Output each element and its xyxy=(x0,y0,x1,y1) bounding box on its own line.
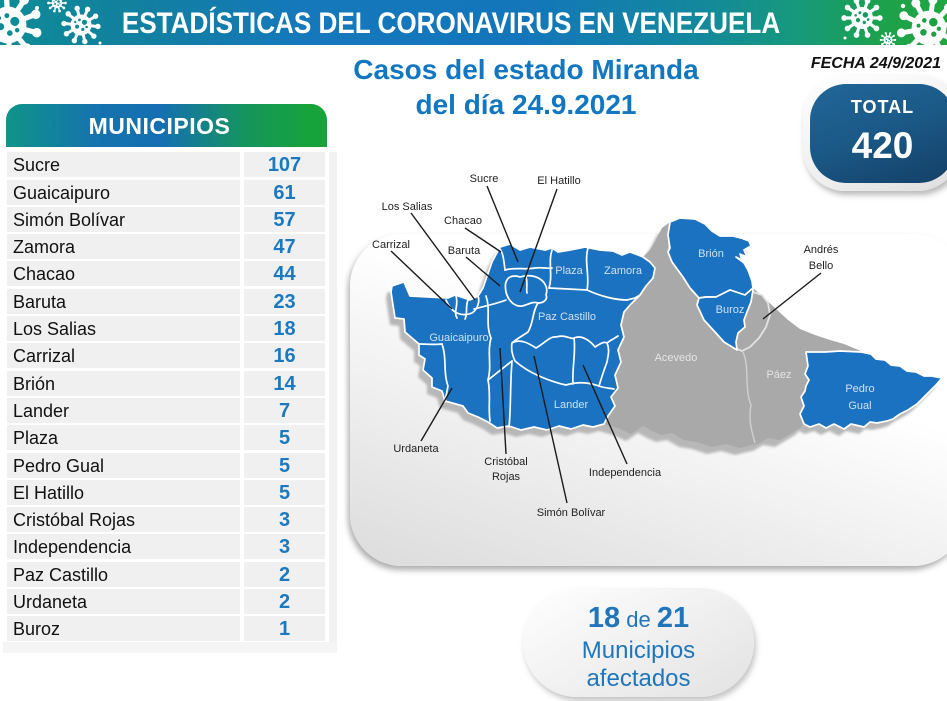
svg-text:Zamora: Zamora xyxy=(604,265,643,277)
svg-text:Paz Castillo: Paz Castillo xyxy=(538,311,596,323)
svg-text:Rojas: Rojas xyxy=(492,471,521,483)
svg-text:Gual: Gual xyxy=(848,400,871,412)
svg-text:Plaza: Plaza xyxy=(555,265,583,277)
svg-text:Páez: Páez xyxy=(766,369,791,381)
svg-text:Guaicaipuro: Guaicaipuro xyxy=(429,332,488,344)
svg-text:Cristóbal: Cristóbal xyxy=(484,456,527,468)
svg-text:Brión: Brión xyxy=(698,248,724,260)
svg-text:Chacao: Chacao xyxy=(444,215,482,227)
svg-text:Pedro: Pedro xyxy=(845,383,874,395)
svg-text:Bello: Bello xyxy=(809,260,833,272)
svg-text:Acevedo: Acevedo xyxy=(655,352,698,364)
svg-text:El Hatillo: El Hatillo xyxy=(537,175,580,187)
svg-text:Baruta: Baruta xyxy=(448,245,481,257)
svg-text:Lander: Lander xyxy=(554,399,589,411)
svg-text:Andrés: Andrés xyxy=(804,244,839,256)
svg-text:Sucre: Sucre xyxy=(470,173,499,185)
svg-text:Carrizal: Carrizal xyxy=(372,239,410,251)
svg-text:Los Salias: Los Salias xyxy=(382,201,433,213)
svg-text:Simón Bolívar: Simón Bolívar xyxy=(537,507,606,519)
svg-text:Independencia: Independencia xyxy=(589,467,662,479)
svg-text:Urdaneta: Urdaneta xyxy=(393,443,439,455)
svg-text:Buroz: Buroz xyxy=(716,304,745,316)
